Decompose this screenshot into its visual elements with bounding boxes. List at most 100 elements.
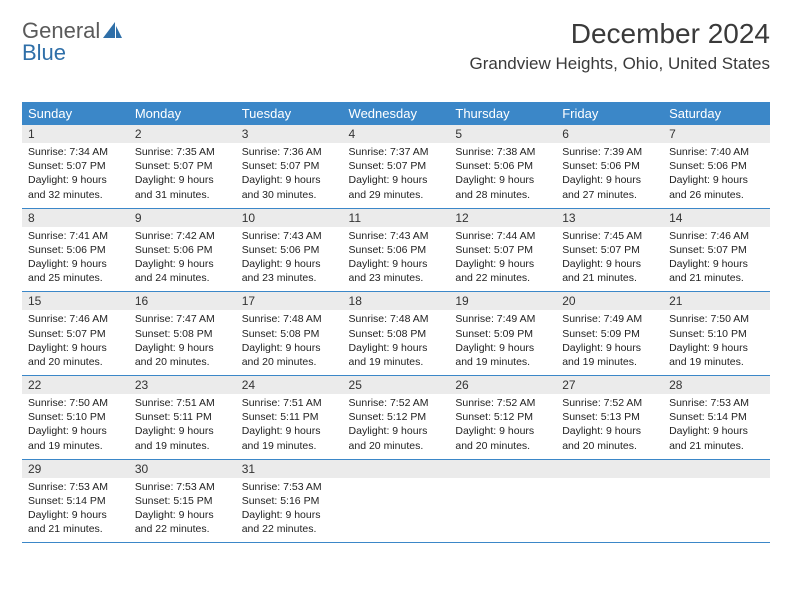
day-number-cell: 3 bbox=[236, 125, 343, 143]
day-detail-line: and 19 minutes. bbox=[669, 355, 764, 369]
day-detail-cell bbox=[556, 478, 663, 543]
day-detail-line: Sunset: 5:07 PM bbox=[28, 327, 123, 341]
day-detail-line: Sunset: 5:07 PM bbox=[135, 159, 230, 173]
day-detail-line: Sunrise: 7:43 AM bbox=[349, 229, 444, 243]
title-block: December 2024 Grandview Heights, Ohio, U… bbox=[470, 18, 770, 74]
day-detail-line: Sunset: 5:08 PM bbox=[242, 327, 337, 341]
day-number-cell: 10 bbox=[236, 208, 343, 227]
day-detail-line: and 19 minutes. bbox=[562, 355, 657, 369]
day-detail-line: Sunset: 5:06 PM bbox=[135, 243, 230, 257]
day-detail-line: Sunset: 5:07 PM bbox=[349, 159, 444, 173]
day-detail-line: Sunset: 5:07 PM bbox=[28, 159, 123, 173]
day-detail-line: and 23 minutes. bbox=[349, 271, 444, 285]
day-detail-cell: Sunrise: 7:52 AMSunset: 5:12 PMDaylight:… bbox=[343, 394, 450, 459]
day-number-cell: 19 bbox=[449, 292, 556, 311]
day-number-cell: 1 bbox=[22, 125, 129, 143]
day-detail-cell: Sunrise: 7:53 AMSunset: 5:16 PMDaylight:… bbox=[236, 478, 343, 543]
day-detail-cell bbox=[343, 478, 450, 543]
day-detail-line: and 26 minutes. bbox=[669, 188, 764, 202]
day-detail-cell: Sunrise: 7:50 AMSunset: 5:10 PMDaylight:… bbox=[22, 394, 129, 459]
daynum-row: 22232425262728 bbox=[22, 376, 770, 395]
day-number-cell: 6 bbox=[556, 125, 663, 143]
location-subtitle: Grandview Heights, Ohio, United States bbox=[470, 54, 770, 74]
day-detail-line: Daylight: 9 hours bbox=[669, 173, 764, 187]
day-detail-line: Sunset: 5:16 PM bbox=[242, 494, 337, 508]
day-detail-line: Daylight: 9 hours bbox=[455, 341, 550, 355]
day-detail-line: and 20 minutes. bbox=[242, 355, 337, 369]
day-detail-line: Daylight: 9 hours bbox=[28, 173, 123, 187]
day-number-cell: 5 bbox=[449, 125, 556, 143]
day-detail-cell: Sunrise: 7:48 AMSunset: 5:08 PMDaylight:… bbox=[236, 310, 343, 375]
day-detail-cell: Sunrise: 7:45 AMSunset: 5:07 PMDaylight:… bbox=[556, 227, 663, 292]
day-detail-cell: Sunrise: 7:52 AMSunset: 5:13 PMDaylight:… bbox=[556, 394, 663, 459]
day-number-cell: 26 bbox=[449, 376, 556, 395]
day-detail-line: and 30 minutes. bbox=[242, 188, 337, 202]
day-detail-line: Sunrise: 7:46 AM bbox=[28, 312, 123, 326]
day-number-cell: 28 bbox=[663, 376, 770, 395]
day-number-cell bbox=[556, 459, 663, 478]
day-detail-line: and 20 minutes. bbox=[562, 439, 657, 453]
day-detail-line: Sunset: 5:06 PM bbox=[562, 159, 657, 173]
day-detail-line: and 23 minutes. bbox=[242, 271, 337, 285]
day-detail-line: and 19 minutes. bbox=[28, 439, 123, 453]
day-detail-line: Sunset: 5:08 PM bbox=[349, 327, 444, 341]
day-detail-line: Sunrise: 7:53 AM bbox=[28, 480, 123, 494]
calendar-body: 1234567Sunrise: 7:34 AMSunset: 5:07 PMDa… bbox=[22, 125, 770, 543]
day-detail-line: and 20 minutes. bbox=[455, 439, 550, 453]
day-detail-cell: Sunrise: 7:53 AMSunset: 5:14 PMDaylight:… bbox=[22, 478, 129, 543]
detail-row: Sunrise: 7:46 AMSunset: 5:07 PMDaylight:… bbox=[22, 310, 770, 375]
day-detail-line: Daylight: 9 hours bbox=[28, 424, 123, 438]
day-detail-cell: Sunrise: 7:42 AMSunset: 5:06 PMDaylight:… bbox=[129, 227, 236, 292]
day-number-cell: 17 bbox=[236, 292, 343, 311]
detail-row: Sunrise: 7:53 AMSunset: 5:14 PMDaylight:… bbox=[22, 478, 770, 543]
sail-icon bbox=[102, 22, 122, 40]
day-detail-line: and 20 minutes. bbox=[135, 355, 230, 369]
day-detail-line: Sunrise: 7:53 AM bbox=[669, 396, 764, 410]
day-detail-line: Sunrise: 7:37 AM bbox=[349, 145, 444, 159]
day-number-cell: 31 bbox=[236, 459, 343, 478]
day-detail-line: and 22 minutes. bbox=[135, 522, 230, 536]
day-detail-line: and 25 minutes. bbox=[28, 271, 123, 285]
day-detail-line: and 22 minutes. bbox=[455, 271, 550, 285]
day-number-cell: 18 bbox=[343, 292, 450, 311]
day-detail-line: Daylight: 9 hours bbox=[349, 341, 444, 355]
day-detail-line: Sunset: 5:12 PM bbox=[455, 410, 550, 424]
day-detail-cell: Sunrise: 7:35 AMSunset: 5:07 PMDaylight:… bbox=[129, 143, 236, 208]
day-number-cell: 21 bbox=[663, 292, 770, 311]
day-number-cell: 4 bbox=[343, 125, 450, 143]
day-detail-line: Sunrise: 7:51 AM bbox=[135, 396, 230, 410]
page-header: General December 2024 Grandview Heights,… bbox=[22, 18, 770, 74]
day-detail-line: Daylight: 9 hours bbox=[242, 173, 337, 187]
day-detail-line: Sunset: 5:11 PM bbox=[242, 410, 337, 424]
day-detail-line: Daylight: 9 hours bbox=[242, 508, 337, 522]
day-header: Tuesday bbox=[236, 102, 343, 125]
day-detail-line: and 27 minutes. bbox=[562, 188, 657, 202]
day-detail-line: Sunrise: 7:36 AM bbox=[242, 145, 337, 159]
day-number-cell: 13 bbox=[556, 208, 663, 227]
day-detail-line: Daylight: 9 hours bbox=[28, 341, 123, 355]
day-number-cell: 9 bbox=[129, 208, 236, 227]
day-detail-cell: Sunrise: 7:38 AMSunset: 5:06 PMDaylight:… bbox=[449, 143, 556, 208]
day-detail-line: Daylight: 9 hours bbox=[28, 257, 123, 271]
detail-row: Sunrise: 7:41 AMSunset: 5:06 PMDaylight:… bbox=[22, 227, 770, 292]
day-detail-line: Daylight: 9 hours bbox=[562, 257, 657, 271]
calendar-head: Sunday Monday Tuesday Wednesday Thursday… bbox=[22, 102, 770, 125]
day-detail-cell: Sunrise: 7:49 AMSunset: 5:09 PMDaylight:… bbox=[449, 310, 556, 375]
day-detail-line: Sunrise: 7:40 AM bbox=[669, 145, 764, 159]
day-detail-cell: Sunrise: 7:41 AMSunset: 5:06 PMDaylight:… bbox=[22, 227, 129, 292]
day-detail-line: Sunset: 5:14 PM bbox=[669, 410, 764, 424]
day-detail-line: and 19 minutes. bbox=[455, 355, 550, 369]
day-detail-cell: Sunrise: 7:37 AMSunset: 5:07 PMDaylight:… bbox=[343, 143, 450, 208]
brand-part2: Blue bbox=[22, 40, 66, 66]
day-header-row: Sunday Monday Tuesday Wednesday Thursday… bbox=[22, 102, 770, 125]
day-detail-line: and 20 minutes. bbox=[28, 355, 123, 369]
day-detail-line: Sunset: 5:13 PM bbox=[562, 410, 657, 424]
detail-row: Sunrise: 7:34 AMSunset: 5:07 PMDaylight:… bbox=[22, 143, 770, 208]
day-detail-cell: Sunrise: 7:46 AMSunset: 5:07 PMDaylight:… bbox=[22, 310, 129, 375]
day-detail-line: Daylight: 9 hours bbox=[135, 341, 230, 355]
day-detail-cell: Sunrise: 7:43 AMSunset: 5:06 PMDaylight:… bbox=[236, 227, 343, 292]
day-detail-line: Daylight: 9 hours bbox=[349, 257, 444, 271]
day-header: Monday bbox=[129, 102, 236, 125]
day-number-cell: 7 bbox=[663, 125, 770, 143]
day-detail-line: Sunrise: 7:46 AM bbox=[669, 229, 764, 243]
